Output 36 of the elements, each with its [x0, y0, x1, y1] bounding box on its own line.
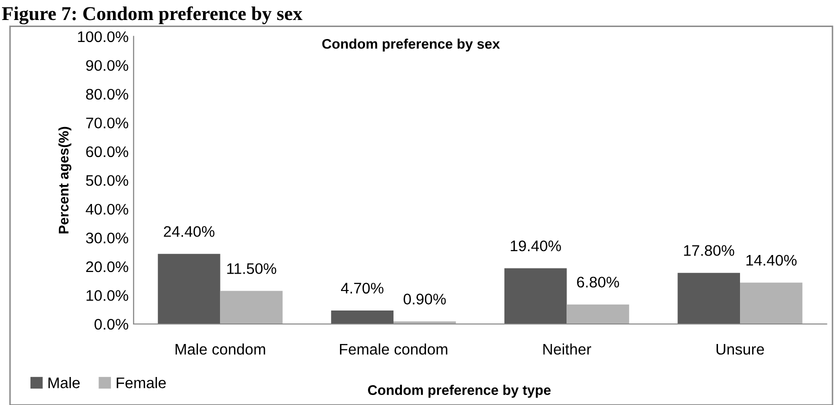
y-tick-label: 0.0%	[94, 318, 128, 330]
bar	[566, 304, 630, 324]
chart-subtitle: Condom preference by sex	[322, 38, 500, 52]
bar	[220, 290, 283, 324]
y-tick-label: 90.0%	[86, 60, 128, 71]
data-label: 17.80%	[684, 245, 734, 256]
y-tick-label: 10.0%	[86, 290, 128, 301]
data-label: 19.40%	[510, 240, 561, 252]
y-tick-label: 100.0%	[78, 31, 128, 42]
data-label: 0.90%	[404, 294, 446, 305]
y-tick-label: 70.0%	[86, 118, 128, 128]
legend-label: Male	[48, 377, 80, 388]
y-tick-label: 60.0%	[86, 146, 128, 158]
y-tick-label: 30.0%	[86, 232, 128, 244]
y-axis-title: Percent ages(%)	[58, 126, 72, 234]
x-tick-label: Neither	[543, 343, 592, 355]
data-label: 24.40%	[164, 226, 214, 237]
y-tick-label: 40.0%	[86, 204, 128, 215]
x-tick-label: Unsure	[716, 344, 764, 355]
y-tick-label: 20.0%	[86, 261, 128, 272]
data-label: 11.50%	[227, 263, 276, 274]
bar	[504, 268, 567, 324]
y-tick-label: 50.0%	[86, 175, 128, 186]
data-label: 14.40%	[746, 254, 797, 266]
bar	[331, 310, 394, 324]
x-axis-title: Condom preference by type	[368, 384, 551, 398]
x-tick-label: Male condom	[176, 343, 266, 355]
legend-label: Female	[116, 377, 166, 388]
data-label: 4.70%	[341, 282, 384, 294]
chart-title: Figure 7: Condom preference by sex	[2, 6, 302, 24]
x-tick-label: Female condom	[340, 343, 448, 355]
bar	[740, 282, 802, 324]
y-tick-label: 80.0%	[86, 88, 128, 100]
data-label: 6.80%	[577, 276, 620, 288]
bar	[678, 272, 740, 324]
bar	[158, 254, 220, 324]
